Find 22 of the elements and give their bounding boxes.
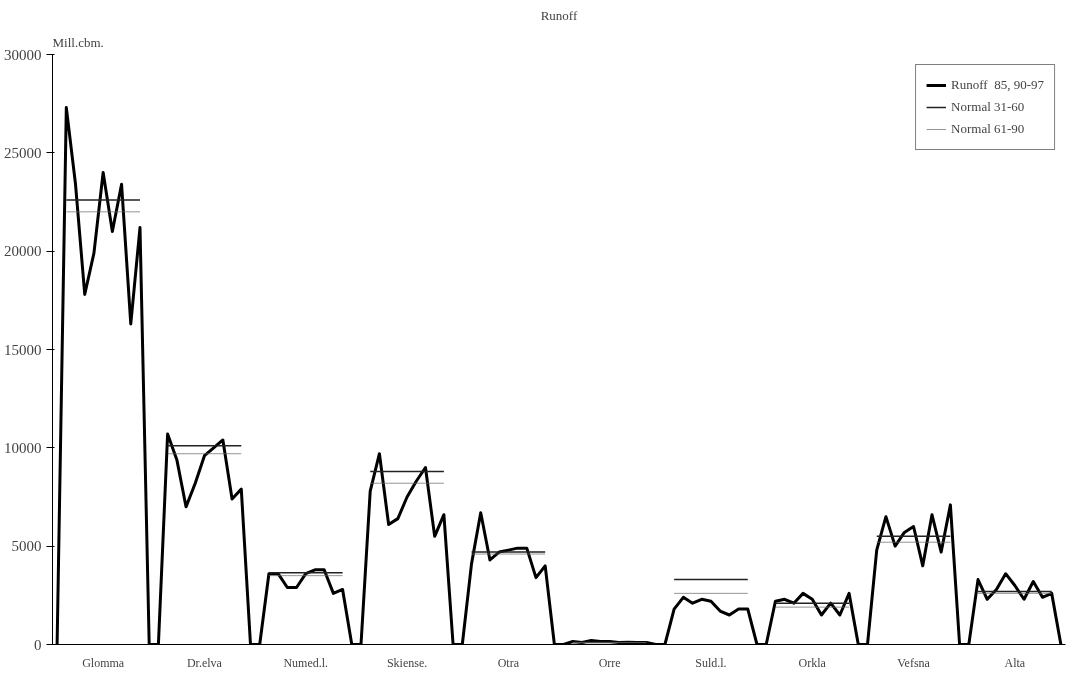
x-tick-label: Glomma — [82, 655, 125, 670]
y-tick-label: 10000 — [4, 439, 42, 456]
legend-label: Runoff 85, 90-97 — [951, 77, 1044, 93]
y-tick-label: 20000 — [4, 243, 42, 260]
x-tick-label: Orre — [598, 655, 621, 670]
x-tick-label: Suld.l. — [695, 655, 727, 670]
chart-title: Runoff — [540, 7, 578, 23]
y-tick-label: 30000 — [4, 46, 42, 63]
x-tick-label: Dr.elva — [186, 655, 223, 670]
x-tick-label: Alta — [1004, 655, 1026, 670]
y-axis-title: Mill.cbm. — [52, 34, 104, 50]
y-tick-label: 25000 — [4, 144, 42, 161]
legend-label: Normal 31-60 — [951, 99, 1025, 115]
x-tick-label: Orkla — [798, 655, 827, 670]
y-tick-label: 15000 — [4, 341, 42, 358]
x-tick-label: Vefsna — [897, 655, 931, 670]
x-tick-label: Skiense. — [386, 655, 428, 670]
x-tick-label: Numed.l. — [283, 655, 329, 670]
x-tick-label: Otra — [497, 655, 520, 670]
legend-label: Normal 61-90 — [951, 121, 1025, 137]
y-tick-label: 5000 — [11, 538, 42, 555]
y-tick-label: 0 — [34, 636, 42, 653]
